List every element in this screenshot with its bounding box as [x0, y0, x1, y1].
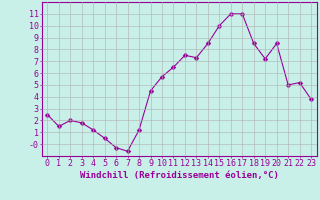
X-axis label: Windchill (Refroidissement éolien,°C): Windchill (Refroidissement éolien,°C)	[80, 171, 279, 180]
